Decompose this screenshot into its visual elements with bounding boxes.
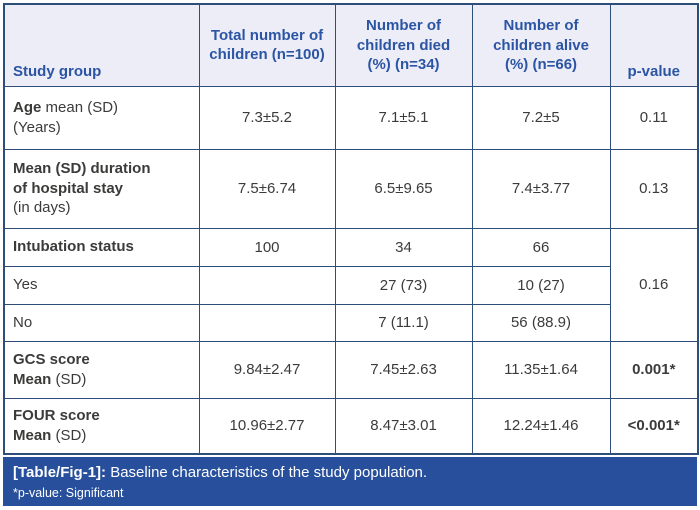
table-caption-note: *p-value: Significant <box>13 485 124 500</box>
cell-four-pvalue: <0.001* <box>609 397 699 455</box>
row-label-gcs: GCS score Mean (SD) <box>3 340 200 399</box>
cell-gcs-alive: 11.35±1.64 <box>471 340 611 399</box>
row-label-age-normal: mean (SD) <box>41 99 119 116</box>
header-children-alive: Number of children alive (%) (n=66) <box>471 3 611 87</box>
table-row-hospital-stay: Mean (SD) duration of hospital stay (in … <box>3 148 699 229</box>
row-label-four: FOUR score Mean (SD) <box>3 397 200 455</box>
cell-yes-died: 27 (73) <box>334 265 473 305</box>
row-label-yes: Yes <box>3 265 200 305</box>
cell-intubation-total: 100 <box>198 227 336 267</box>
row-label-intubation-strong: Intubation status <box>13 238 134 256</box>
cell-stay-pvalue: 0.13 <box>609 148 699 229</box>
table-row-four: FOUR score Mean (SD) 10.96±2.77 8.47±3.0… <box>3 397 699 455</box>
baseline-characteristics-table: Study group Total number of children (n=… <box>3 3 699 455</box>
row-label-four-line2-strong: Mean <box>13 426 52 444</box>
cell-stay-alive: 7.4±3.77 <box>471 148 611 229</box>
row-label-age-strong: Age <box>13 99 42 116</box>
row-label-stay-line1: Mean (SD) duration <box>13 160 151 178</box>
row-label-gcs-line1: GCS score <box>13 351 90 368</box>
table-caption-text: Baseline characteristics of the study po… <box>106 464 428 481</box>
header-study-group: Study group <box>3 3 200 87</box>
table-caption-bar: [Table/Fig-1]: Baseline characteristics … <box>3 457 697 506</box>
row-label-stay-line2: of hospital stay <box>13 179 124 197</box>
cell-intubation-alive: 66 <box>471 227 611 267</box>
row-label-gcs-line2-normal: (SD) <box>51 370 87 388</box>
cell-age-total: 7.3±5.2 <box>198 85 336 150</box>
header-total-children: Total number of children (n=100) <box>198 3 336 87</box>
row-label-no: No <box>3 303 200 342</box>
table-row-age: Age mean (SD) (Years) 7.3±5.2 7.1±5.1 7.… <box>3 85 699 150</box>
cell-yes-total <box>198 265 336 305</box>
table-caption: [Table/Fig-1]: Baseline characteristics … <box>13 464 687 483</box>
row-label-four-line1: FOUR score <box>13 407 100 425</box>
cell-no-total <box>198 303 336 342</box>
table-caption-label: [Table/Fig-1]: <box>13 464 107 481</box>
row-label-age-unit: (Years) <box>13 118 61 136</box>
cell-gcs-pvalue: 0.001* <box>609 340 699 399</box>
cell-four-total: 10.96±2.77 <box>198 397 336 455</box>
row-label-stay-unit: (in days) <box>13 199 71 217</box>
row-label-hospital-stay: Mean (SD) duration of hospital stay (in … <box>3 148 200 229</box>
cell-stay-died: 6.5±9.65 <box>334 148 473 229</box>
cell-yes-alive: 10 (27) <box>471 265 611 305</box>
cell-gcs-total: 9.84±2.47 <box>198 340 336 399</box>
cell-age-pvalue: 0.11 <box>609 85 699 150</box>
header-children-died: Number of children died (%) (n=34) <box>334 3 473 87</box>
table-row-gcs: GCS score Mean (SD) 9.84±2.47 7.45±2.63 … <box>3 340 699 399</box>
table-row-intubation-yes: Yes 27 (73) 10 (27) <box>3 265 698 305</box>
cell-stay-total: 7.5±6.74 <box>198 148 336 229</box>
row-label-gcs-line2-strong: Mean <box>13 370 52 388</box>
cell-age-died: 7.1±5.1 <box>334 85 473 150</box>
row-label-intubation: Intubation status <box>3 227 200 267</box>
row-label-age: Age mean (SD) (Years) <box>3 85 200 150</box>
cell-gcs-died: 7.45±2.63 <box>334 340 473 399</box>
header-p-value: p-value <box>609 3 699 87</box>
table-row-intubation: Intubation status 100 34 66 0.16 <box>3 227 699 342</box>
cell-intubation-died: 34 <box>334 227 473 267</box>
cell-no-died: 7 (11.1) <box>334 303 473 342</box>
cell-intubation-pvalue: 0.16 <box>609 227 699 342</box>
header-row: Study group Total number of children (n=… <box>3 3 699 87</box>
cell-four-died: 8.47±3.01 <box>334 397 473 455</box>
row-label-four-line2-normal: (SD) <box>51 426 87 444</box>
cell-age-alive: 7.2±5 <box>471 85 611 150</box>
table-row-intubation-no: No 7 (11.1) 56 (88.9) <box>3 303 698 342</box>
cell-four-alive: 12.24±1.46 <box>471 397 611 455</box>
cell-no-alive: 56 (88.9) <box>471 303 611 342</box>
